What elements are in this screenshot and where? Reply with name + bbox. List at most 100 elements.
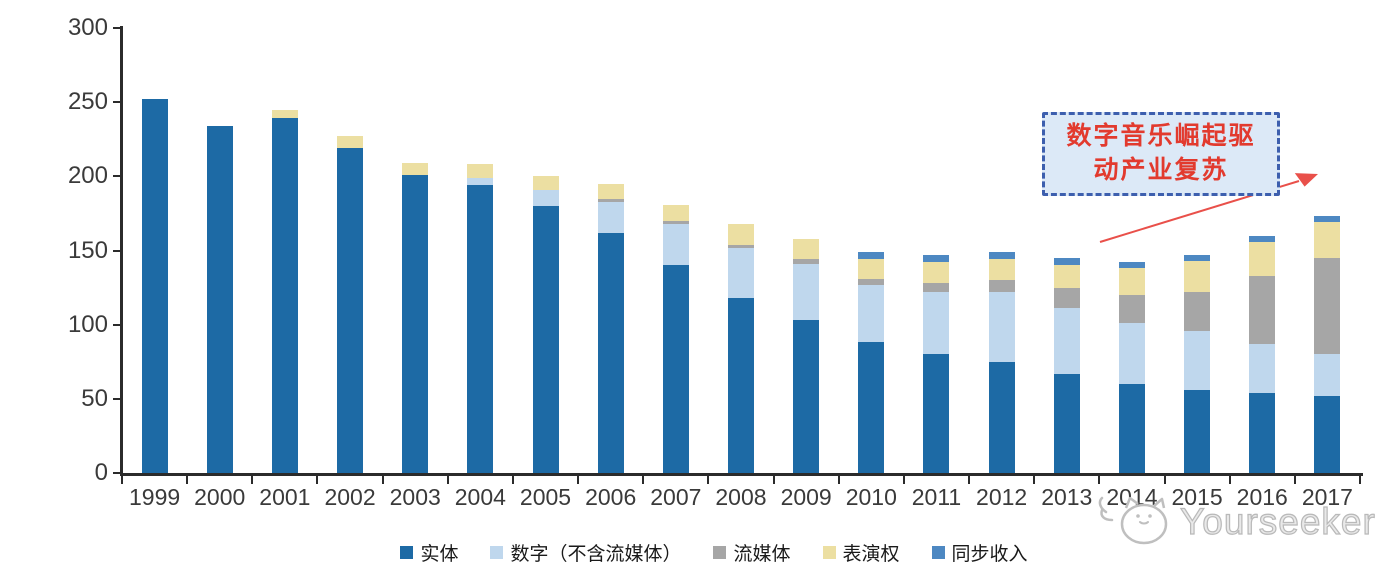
bar-stack-2004 (467, 164, 494, 473)
x-axis-label: 2012 (976, 484, 1028, 510)
x-axis-tick (968, 476, 971, 484)
annotation-text-line2: 动产业复苏 (1093, 156, 1229, 184)
bar-segment (1314, 216, 1341, 223)
bar-segment (1118, 295, 1145, 324)
bar-segment (923, 354, 950, 473)
y-axis-tick (113, 27, 121, 29)
x-axis-tick (837, 476, 840, 484)
bar-segment (1249, 235, 1276, 242)
bar-segment (1053, 287, 1080, 309)
legend-swatch-icon (400, 546, 414, 559)
x-axis-label: 2006 (585, 484, 637, 510)
x-axis-tick (577, 476, 580, 484)
bar-stack-2000 (206, 125, 233, 473)
bar-stack-2002 (337, 136, 364, 473)
bar-segment (858, 278, 885, 285)
bar-segment (858, 284, 885, 343)
x-axis-label: 2007 (650, 484, 702, 510)
bar-segment (532, 189, 559, 206)
bar-segment (1314, 395, 1341, 473)
x-axis-label: 2013 (1041, 484, 1093, 510)
x-axis-tick (1293, 476, 1296, 484)
bar-stack-2014 (1118, 262, 1145, 473)
bar-stack-2005 (532, 176, 559, 473)
legend-swatch-icon (490, 546, 504, 559)
bar-segment (1184, 292, 1211, 331)
bar-segment (728, 244, 754, 248)
y-axis-label: 100 (67, 310, 108, 338)
bar-segment (793, 320, 820, 473)
x-axis-label: 2015 (1171, 484, 1223, 510)
bar-segment (858, 342, 885, 473)
bar-segment (1249, 275, 1276, 344)
bar-segment (988, 280, 1015, 293)
bar-segment (988, 292, 1015, 362)
bar-segment (1053, 308, 1080, 374)
x-axis-label: 2003 (389, 484, 441, 510)
x-axis-tick (446, 476, 449, 484)
bar-segment (467, 177, 494, 186)
bar-stack-2017 (1314, 216, 1341, 473)
bar-segment (597, 201, 624, 233)
x-axis-tick (1163, 476, 1166, 484)
x-axis-tick (381, 476, 384, 484)
bar-segment (988, 259, 1015, 281)
bar-stack-2006 (597, 183, 624, 473)
legend-item-4: 同步收入 (931, 539, 1028, 566)
bar-segment (662, 220, 689, 224)
x-axis-tick (121, 476, 123, 484)
x-axis-label: 2010 (845, 484, 897, 510)
bar-segment (1118, 323, 1145, 384)
annotation-text-line1: 数字音乐崛起驱 (1066, 122, 1256, 151)
bar-segment (271, 109, 298, 119)
y-axis-label: 0 (94, 459, 108, 486)
x-axis-label: 2016 (1236, 484, 1288, 510)
bar-segment (271, 118, 298, 473)
bar-segment (1184, 254, 1211, 261)
x-axis-label: 2005 (519, 484, 572, 510)
y-axis (120, 26, 123, 476)
legend-swatch-icon (822, 546, 836, 559)
bar-segment (532, 206, 559, 473)
bar-segment (141, 99, 168, 473)
x-axis-label: 2001 (259, 484, 311, 510)
bar-segment (1314, 257, 1341, 355)
x-axis-tick (642, 476, 645, 484)
bar-segment (402, 174, 429, 473)
bar-stack-2001 (271, 109, 298, 473)
bar-stack-2003 (402, 163, 429, 473)
legend-item-1: 数字（不含流媒体） (490, 539, 681, 566)
x-axis-label: 2000 (194, 484, 246, 510)
bar-segment (923, 283, 950, 293)
bar-segment (728, 247, 754, 298)
x-axis-label: 2004 (454, 484, 506, 510)
bar-segment (728, 223, 754, 245)
bar-segment (1314, 222, 1341, 258)
x-axis-label: 2017 (1301, 484, 1353, 510)
legend-item-3: 表演权 (822, 539, 900, 566)
legend-label: 实体 (420, 544, 459, 565)
bar-segment (467, 185, 494, 473)
bar-segment (923, 254, 950, 263)
bar-stack-2013 (1053, 257, 1080, 473)
y-axis-tick (113, 101, 121, 104)
bar-stack-2008 (728, 223, 754, 473)
bar-segment (1053, 257, 1080, 266)
x-axis-tick (511, 476, 514, 484)
x-axis-tick (772, 476, 775, 484)
bar-segment (1118, 384, 1145, 473)
bar-segment (1249, 343, 1276, 393)
bar-segment (793, 238, 820, 260)
bar-segment (1053, 373, 1080, 473)
watermark-text: Yourseeker (1179, 500, 1376, 542)
bar-segment (1118, 262, 1145, 269)
bar-segment (1249, 241, 1276, 276)
bar-segment (597, 198, 624, 202)
bar-segment (1118, 268, 1145, 296)
bar-segment (793, 263, 820, 321)
bar-segment (337, 148, 364, 473)
x-axis-tick (1098, 476, 1101, 484)
x-axis-label: 2008 (715, 484, 767, 510)
legend-swatch-icon (713, 546, 727, 559)
y-axis-label: 250 (67, 88, 108, 116)
